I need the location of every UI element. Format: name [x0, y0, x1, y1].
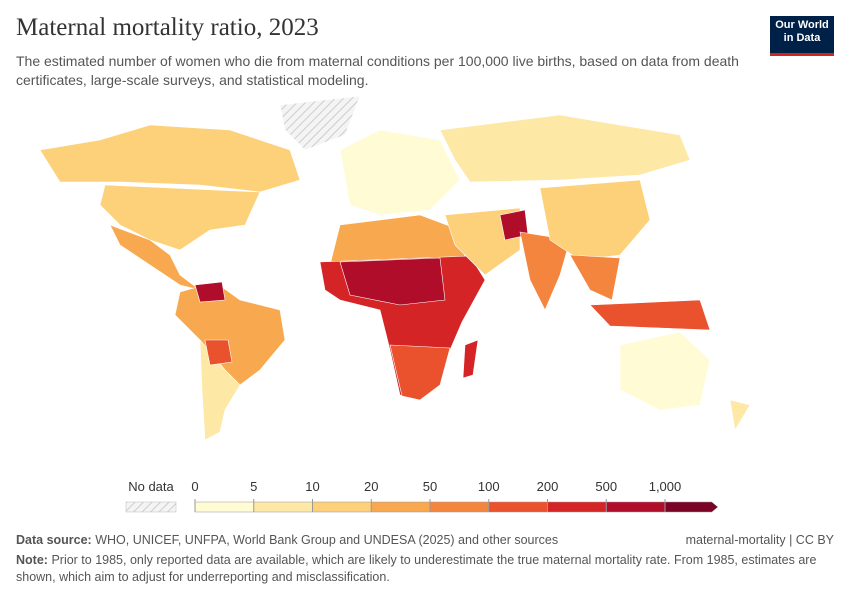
map: No data 0 5 10 20 50 100 200 500 1,000: [39, 95, 751, 513]
legend-tick-label: 100: [478, 479, 500, 494]
legend-tick-label: 50: [423, 479, 437, 494]
note: Note: Prior to 1985, only reported data …: [16, 552, 834, 586]
legend-no-data: No data: [128, 479, 174, 494]
new-zealand: [729, 399, 751, 431]
legend-bin: [194, 501, 254, 513]
south-america: [174, 281, 286, 386]
title: Maternal mortality ratio, 2023: [16, 14, 319, 41]
legend-bin: [371, 501, 431, 513]
source-text: WHO, UNICEF, UNFPA, World Bank Group and…: [95, 533, 559, 547]
subtitle: The estimated number of women who die fr…: [16, 53, 739, 88]
southern-africa: [389, 344, 451, 401]
legend-bin: [606, 501, 666, 513]
southeast-asia: [569, 254, 621, 301]
note-label: Note:: [16, 553, 48, 567]
logo-line: Our World: [775, 19, 829, 31]
legend-bin: [664, 501, 719, 513]
legend-bin: [253, 501, 313, 513]
middle-east: [444, 207, 521, 276]
bolivia: [204, 339, 233, 366]
venezuela: [194, 281, 226, 303]
countries: [39, 95, 751, 441]
logo[interactable]: Our World in Data: [770, 16, 834, 56]
europe: [339, 129, 461, 216]
note-text: Prior to 1985, only reported data are av…: [16, 553, 817, 584]
canada: [39, 124, 301, 193]
logo-line: in Data: [783, 32, 821, 44]
indonesia: [589, 299, 711, 331]
legend-tick-label: 5: [250, 479, 257, 494]
legend-tick-label: 10: [305, 479, 319, 494]
legend-tick-label: 20: [364, 479, 378, 494]
usa: [99, 184, 261, 251]
russia: [439, 114, 691, 183]
source: Data source: WHO, UNICEF, UNFPA, World B…: [16, 532, 558, 549]
greenland: [279, 95, 361, 151]
legend-no-data-swatch: [125, 501, 177, 513]
legend-bin: [429, 501, 489, 513]
legend-tick-label: 0: [191, 479, 198, 494]
legend: No data 0 5 10 20 50 100 200 500 1,000: [125, 479, 719, 513]
australia: [619, 331, 711, 411]
madagascar: [462, 339, 479, 379]
legend-bin: [312, 501, 372, 513]
slug: maternal-mortality | CC BY: [685, 533, 834, 547]
source-label: Data source:: [16, 533, 92, 547]
central-africa: [339, 257, 446, 306]
legend-bin: [547, 501, 607, 513]
china: [539, 179, 651, 261]
legend-bin: [488, 501, 548, 513]
legend-tick-label: 200: [537, 479, 559, 494]
legend-tick-label: 500: [595, 479, 617, 494]
legend-tick-label: 1,000: [649, 479, 682, 494]
